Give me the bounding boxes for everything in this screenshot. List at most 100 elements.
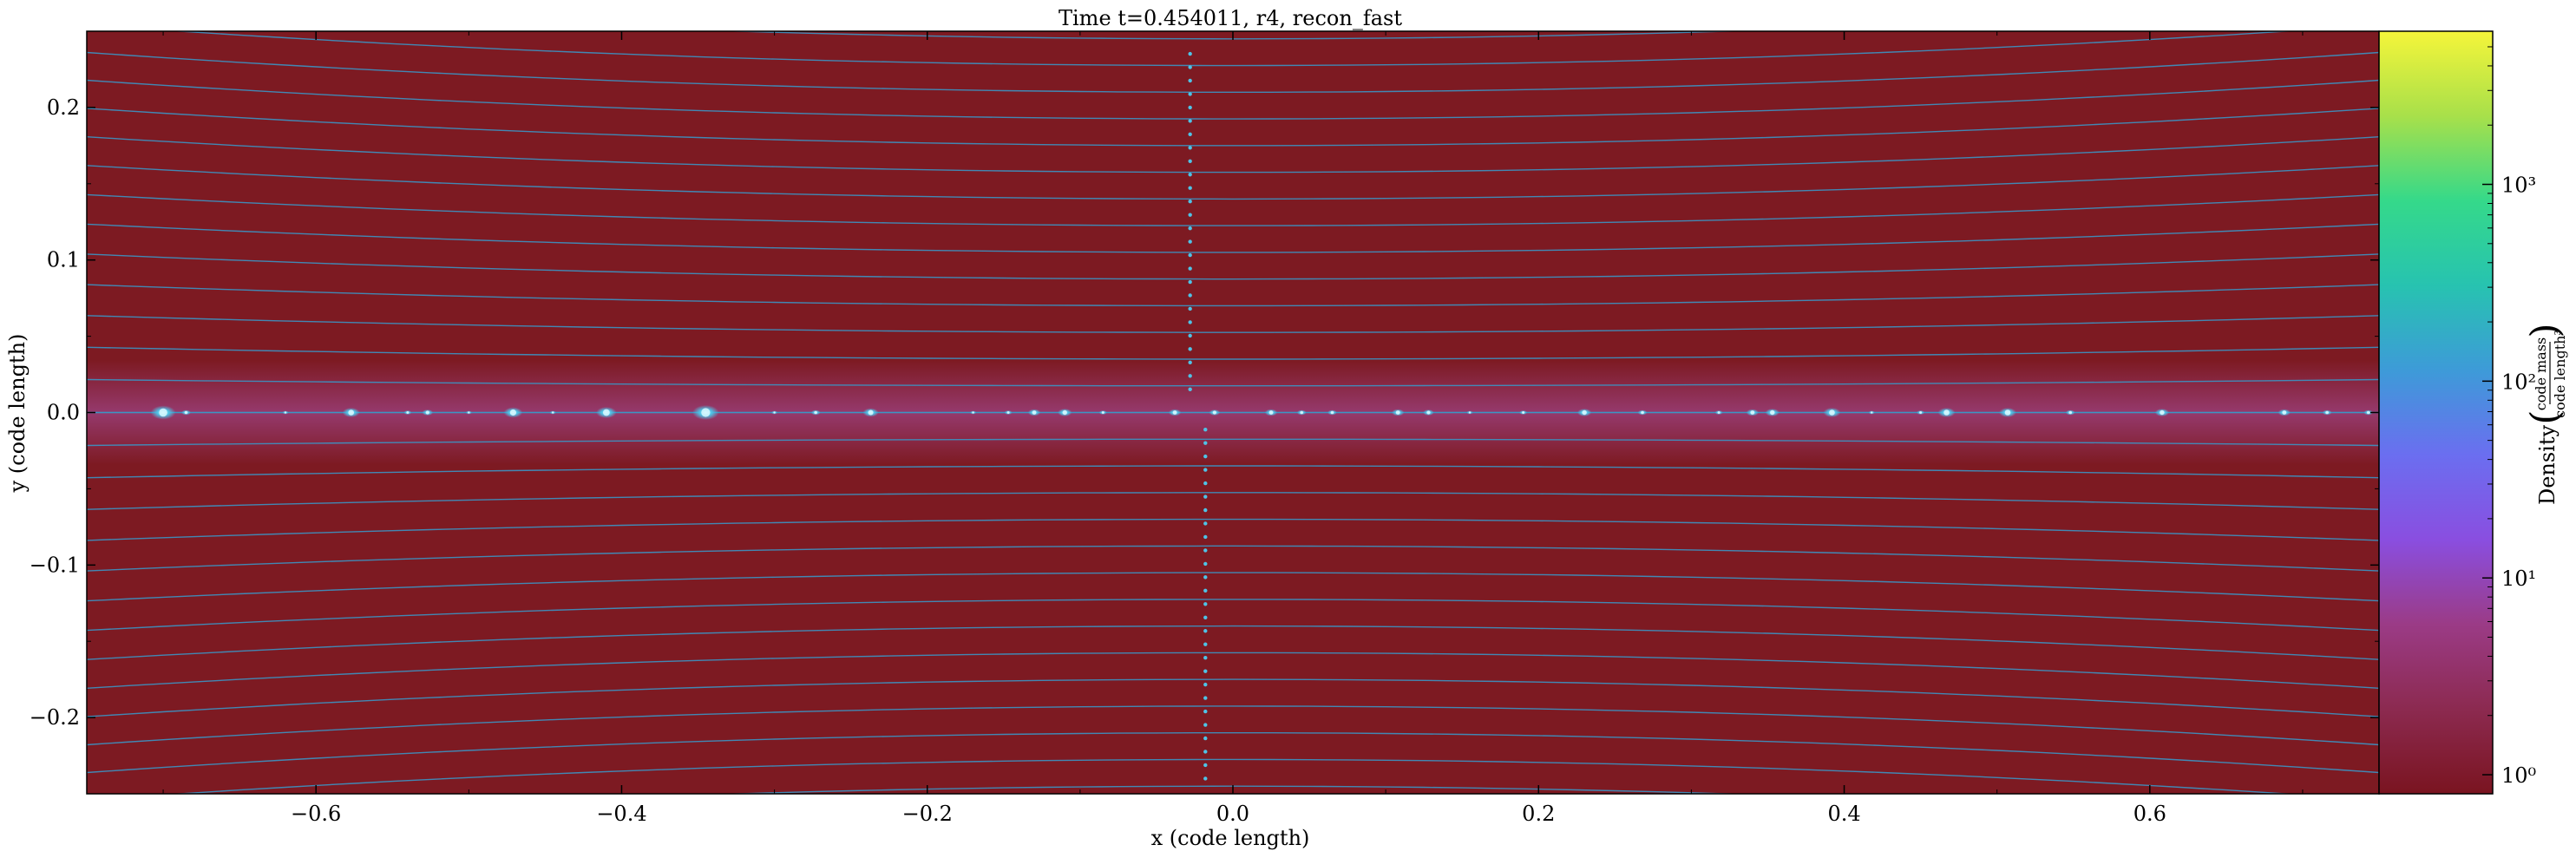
density-clump-core	[406, 411, 410, 414]
colorbar-frame	[2378, 30, 2494, 795]
streamline	[87, 732, 2379, 774]
x-tick-label: −0.2	[902, 802, 953, 826]
density-clump-core	[2325, 410, 2329, 415]
streamline-marker	[1203, 548, 1208, 553]
colorbar-unit-denominator: code length³	[2552, 330, 2568, 418]
streamline	[87, 108, 2379, 147]
streamline	[169, 31, 2297, 67]
streamline	[87, 193, 2379, 226]
streamline-marker	[1203, 615, 1208, 619]
streamline-marker	[1203, 750, 1208, 754]
streamline-marker	[1188, 186, 1192, 190]
streamline	[87, 678, 2379, 717]
streamline-marker	[1188, 252, 1192, 258]
colorbar-ticks: 10⁰ 10¹ 10² 10³	[2482, 30, 2536, 788]
colorbar: 10⁰ 10¹ 10² 10³ Density ( code mass code le…	[2378, 30, 2568, 795]
density-clump-core	[1871, 411, 1873, 414]
y-tick-label: −0.2	[29, 705, 80, 730]
streamline-marker	[1188, 239, 1192, 244]
streamline-marker	[1203, 655, 1208, 660]
colorbar-label: Density ( code mass code length³ )	[2523, 323, 2568, 505]
streamline	[87, 346, 2379, 360]
density-clump-core	[1300, 410, 1304, 415]
x-tick-label: 0.6	[2134, 802, 2166, 826]
density-clump-core	[184, 410, 188, 415]
streamline-marker	[1188, 51, 1192, 56]
streamline-marker	[1203, 736, 1208, 741]
streamline	[87, 378, 2379, 387]
density-clump-core	[701, 408, 711, 417]
streamline-marker	[1203, 508, 1208, 513]
streamline	[87, 518, 2379, 541]
streamline-marker	[1203, 709, 1208, 714]
streamline-marker	[1203, 441, 1208, 445]
density-clump-core	[972, 411, 974, 414]
density-clump-core	[509, 409, 517, 416]
density-clump-core	[1062, 409, 1067, 416]
streamline	[87, 545, 2379, 572]
density-clump-core	[1717, 411, 1721, 414]
density-clumps	[150, 405, 2374, 420]
density-clump-core	[602, 409, 610, 416]
streamline-marker	[1188, 159, 1192, 163]
density-clump-core	[1101, 411, 1104, 414]
streamline-marker	[1188, 387, 1192, 391]
streamline-marker	[1188, 374, 1192, 378]
streamline-marker	[1203, 427, 1208, 432]
streamline-marker	[1188, 360, 1192, 365]
streamline-marker	[1203, 521, 1208, 526]
streamline	[87, 492, 2379, 510]
colorbar-label-text: Density	[2535, 425, 2560, 506]
y-tick-label: 0.2	[47, 95, 80, 120]
streamline	[87, 223, 2379, 253]
streamline-marker	[1188, 293, 1192, 298]
plot-area: −0.6 −0.4 −0.2 0.0 0.2 0.4 0.6 0.2 0.1 0.0 −0.1 −0…	[29, 30, 2380, 826]
density-clump-core	[1829, 409, 1835, 416]
density-clump-core	[1641, 410, 1644, 415]
streamline-marker	[1203, 494, 1208, 499]
density-clump-core	[425, 410, 429, 415]
streamline-marker	[1188, 119, 1192, 123]
streamline	[87, 165, 2379, 200]
density-clump-core	[284, 411, 287, 414]
streamline-marker	[1203, 776, 1208, 781]
colorbar-unit-numerator: code mass	[2533, 337, 2549, 411]
streamline-marker	[1203, 588, 1208, 593]
y-tick-label: 0.0	[47, 401, 80, 425]
colorbar-tick-label: 10³	[2501, 174, 2536, 198]
x-tick-label: 0.4	[1827, 802, 1860, 826]
density-clump-core	[348, 409, 355, 416]
density-clump-core	[1268, 410, 1274, 415]
density-clump-core	[814, 410, 817, 415]
streamline-marker	[1188, 65, 1192, 69]
streamline-marker	[1188, 213, 1192, 217]
streamline-marker	[1188, 333, 1192, 338]
streamline-marker	[1188, 266, 1192, 271]
streamline	[87, 315, 2379, 333]
streamline-marker	[1203, 602, 1208, 606]
streamline	[87, 652, 2379, 689]
colorbar-tick-label: 10⁰	[2501, 763, 2536, 788]
streamline	[87, 136, 2379, 174]
streamline-marker	[1203, 763, 1208, 768]
density-clump-core	[1522, 411, 1525, 414]
density-clump-core	[773, 411, 776, 414]
x-axis-label: x (code length)	[1151, 826, 1310, 850]
density-clump-core	[1426, 410, 1431, 415]
density-clump-core	[1172, 410, 1177, 415]
density-clump-core	[1032, 410, 1037, 415]
streamline-marker	[1203, 534, 1208, 540]
colorbar-gradient	[2379, 31, 2493, 794]
streamlines	[87, 31, 2379, 794]
x-axis: −0.6 −0.4 −0.2 0.0 0.2 0.4 0.6	[162, 31, 2304, 826]
density-clump-core	[2160, 409, 2165, 416]
streamline	[169, 758, 2297, 794]
streamline-marker	[1188, 78, 1192, 83]
streamline-marker	[1203, 454, 1208, 459]
density-clump-core	[552, 411, 554, 414]
x-tick-label: −0.6	[291, 802, 341, 826]
density-clump-core	[1330, 410, 1334, 415]
colorbar-paren-right: )	[2523, 323, 2567, 337]
y-axis: 0.2 0.1 0.0 −0.1 −0.2	[29, 30, 2379, 795]
